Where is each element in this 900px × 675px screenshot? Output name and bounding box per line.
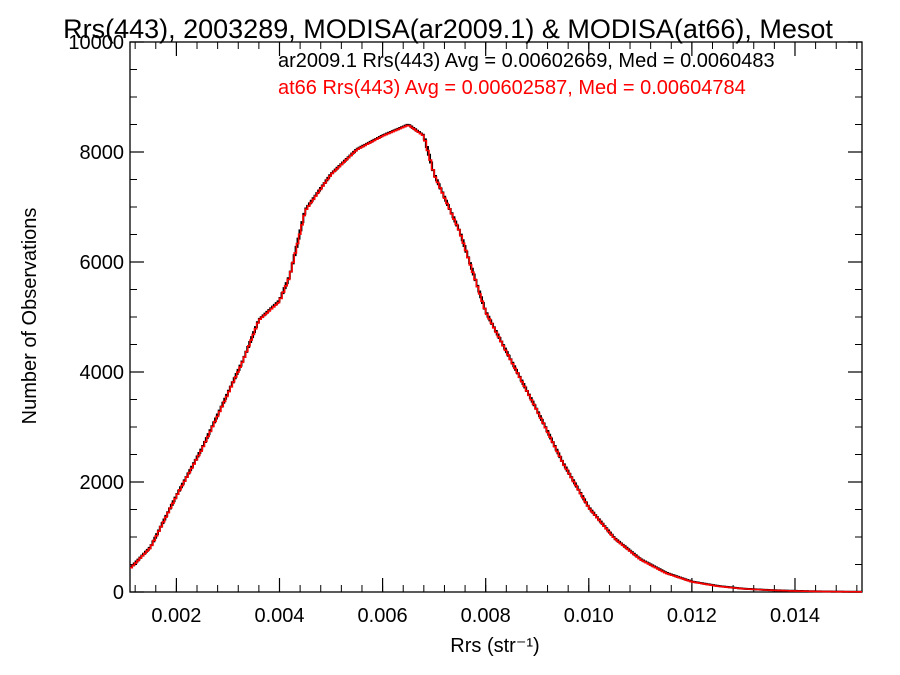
x-tick-label: 0.006: [358, 605, 408, 627]
y-tick-label: 8000: [80, 142, 125, 164]
x-tick-label: 0.004: [254, 605, 304, 627]
x-tick-label: 0.002: [151, 605, 201, 627]
y-tick-label: 4000: [80, 362, 125, 384]
legend-annotation-at66: at66 Rrs(443) Avg = 0.00602587, Med = 0.…: [278, 77, 746, 99]
legend-annotation-ar2009: ar2009.1 Rrs(443) Avg = 0.00602669, Med …: [278, 50, 775, 72]
x-tick-label: 0.008: [461, 605, 511, 627]
y-tick-label: 6000: [80, 252, 125, 274]
plot-frame: [129, 41, 863, 593]
x-tick-label: 0.010: [564, 605, 614, 627]
x-tick-label: 0.014: [770, 605, 820, 627]
x-tick-label: 0.012: [667, 605, 717, 627]
series-layer: [130, 123, 862, 593]
chart-title: Rrs(443), 2003289, MODISA(ar2009.1) & MO…: [63, 14, 833, 44]
y-tick-label: 0: [113, 582, 124, 604]
x-axis-label: Rrs (str⁻¹): [450, 635, 539, 657]
plot-axes: 0.002 0.004 0.006 0.008 0.010 0.012 0.014 0 2000…: [68, 32, 863, 627]
series-line-at66: [130, 124, 862, 593]
y-axis-label: Number of Observations: [19, 208, 41, 425]
y-tick-label: 10000: [68, 32, 124, 54]
y-tick-label: 2000: [80, 472, 125, 494]
series-line-ar2009.1: [130, 123, 862, 593]
